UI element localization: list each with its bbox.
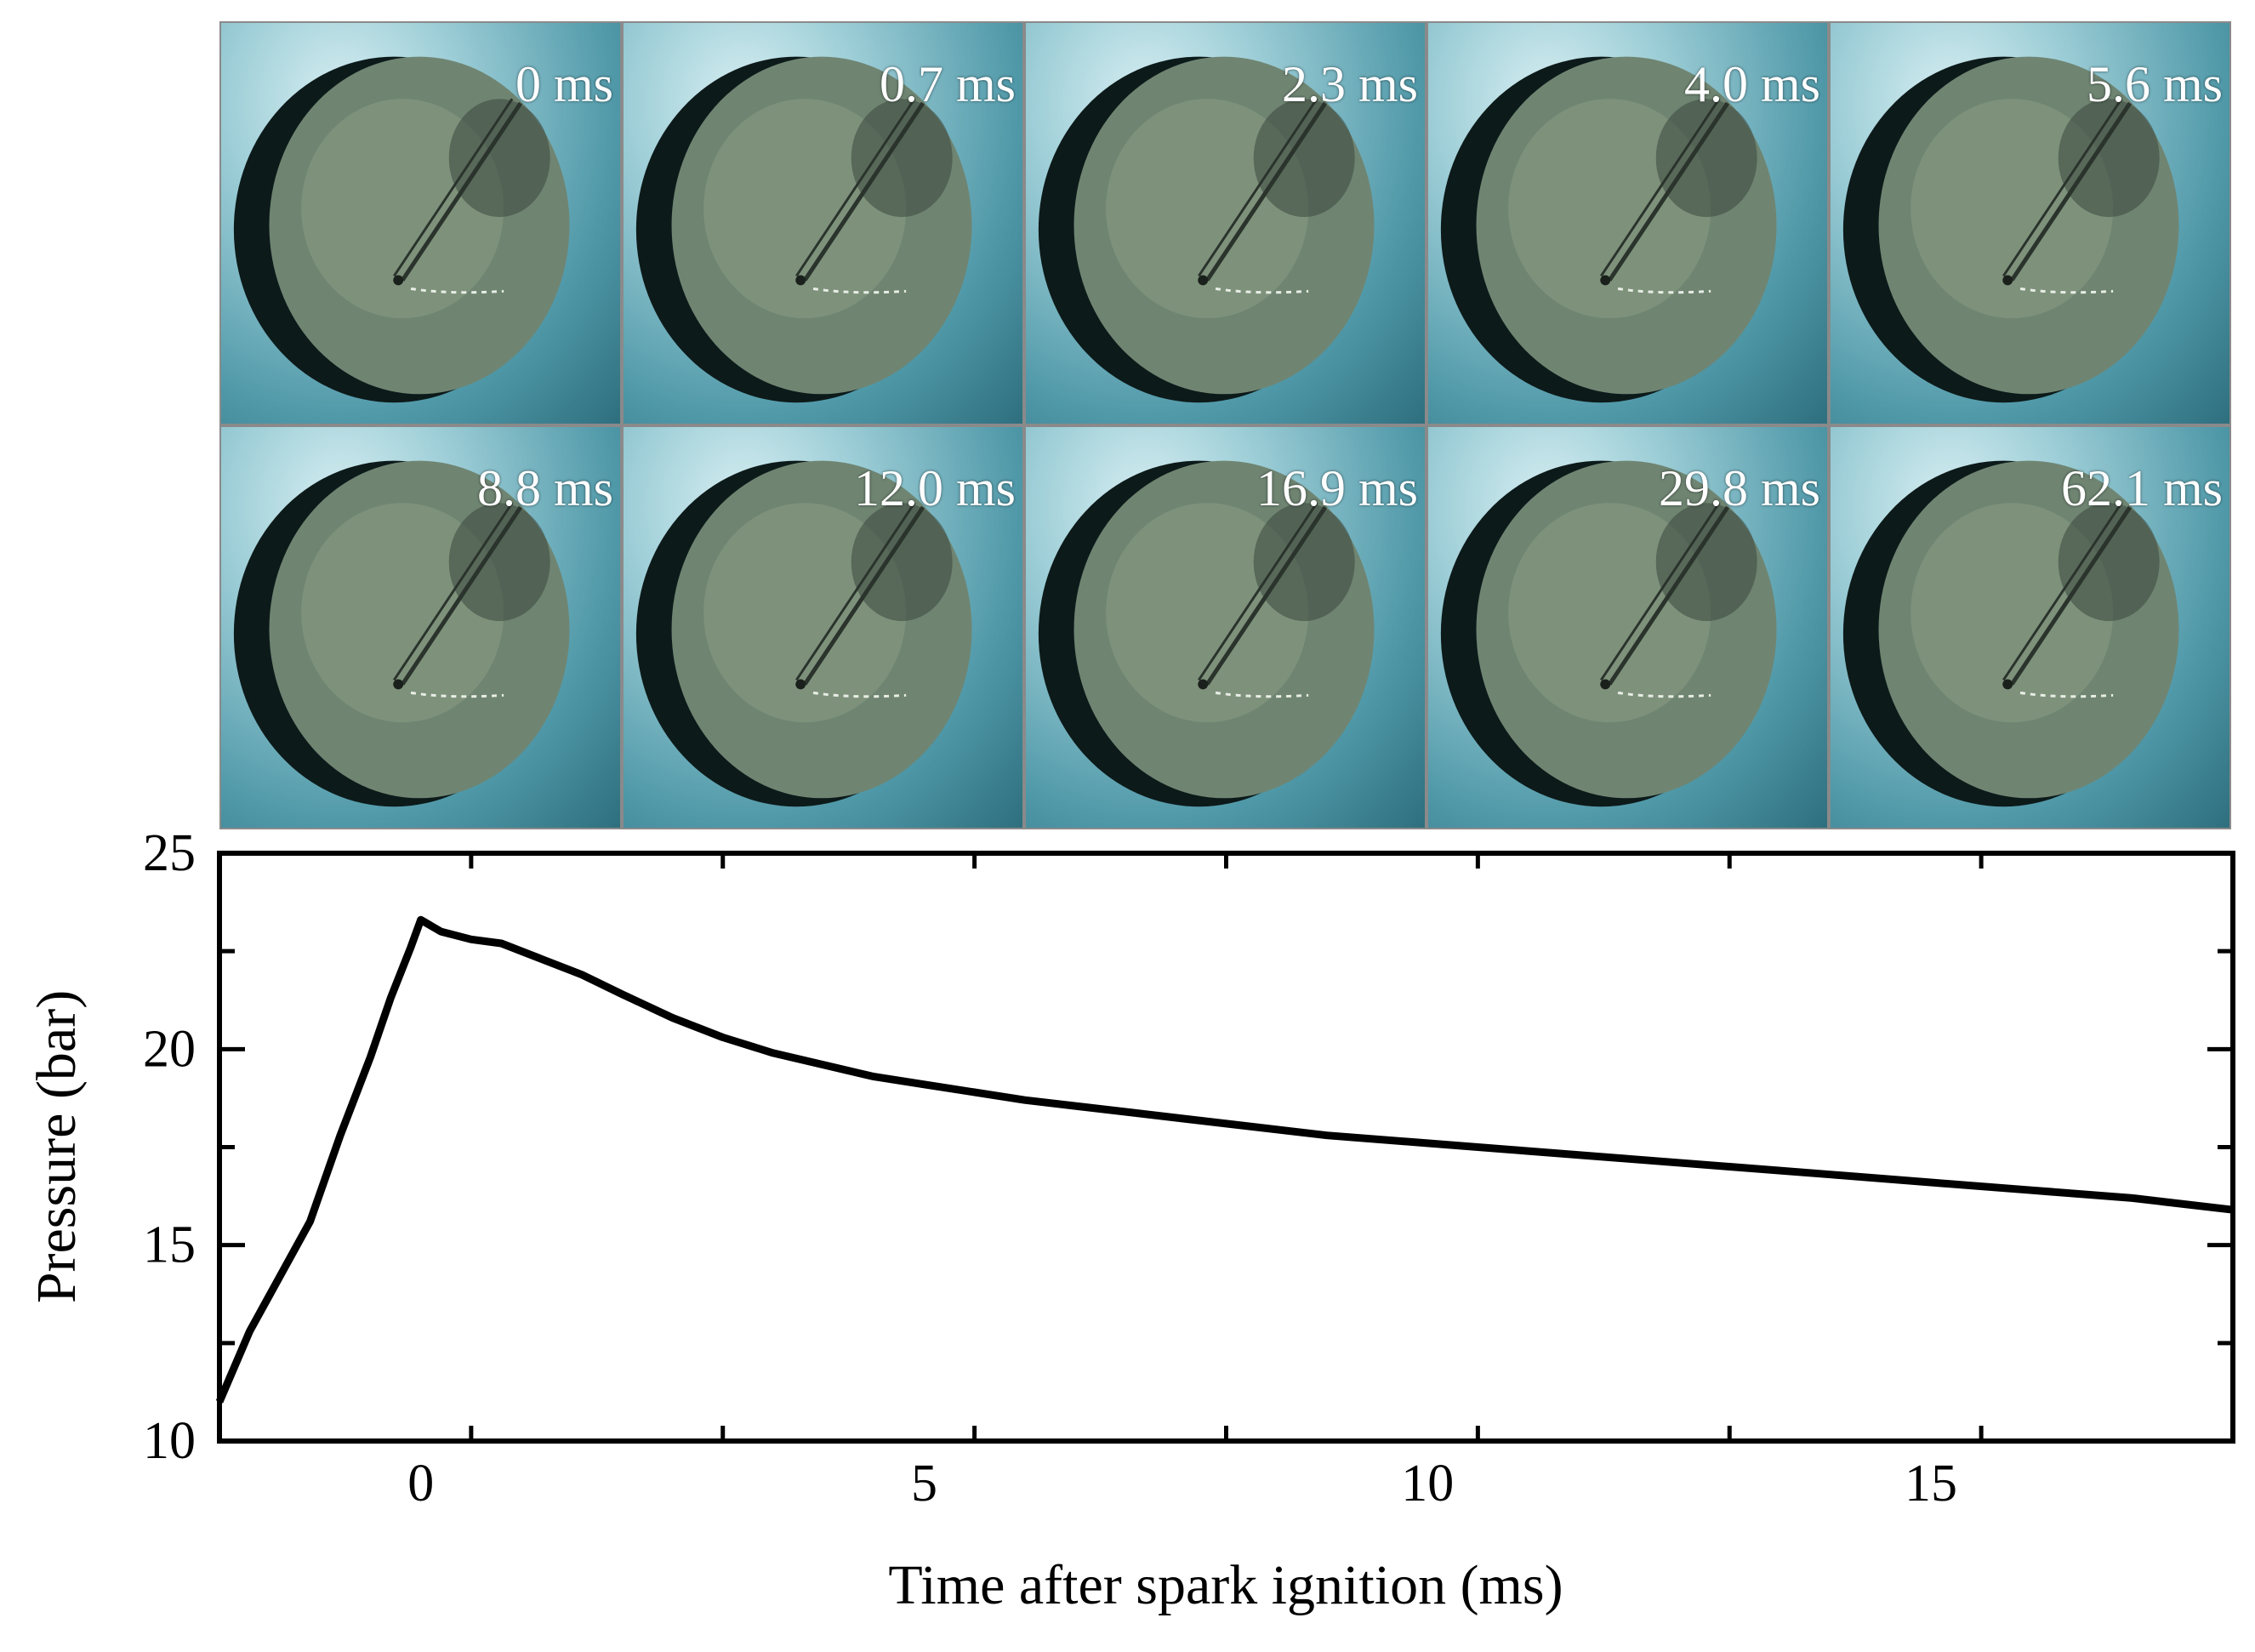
y-tick-label: 20 (143, 1020, 196, 1078)
y-tick-label: 10 (143, 1412, 196, 1470)
frame-9: 29.8 ms (1426, 425, 1829, 829)
frame-time-label: 0 ms (515, 56, 613, 112)
frame-5: 5.6 ms (1829, 21, 2231, 425)
chamber-window-image (233, 56, 570, 403)
frame-time-label: 29.8 ms (1658, 460, 1820, 516)
chamber-window-image (635, 56, 972, 403)
frame-time-label: 4.0 ms (1683, 56, 1820, 112)
frame-time-label: 8.8 ms (476, 460, 613, 516)
frame-2: 0.7 ms (622, 21, 1024, 425)
photo-grid: 0 ms 0.7 ms 2.3 ms 4.0 ms 5.6 ms 8.8 ms 12.0 m… (219, 21, 2232, 829)
frame-7: 12.0 ms (622, 425, 1024, 829)
chamber-window-image (635, 460, 972, 807)
frame-4: 4.0 ms (1426, 21, 1829, 425)
frame-8: 16.9 ms (1024, 425, 1426, 829)
x-tick-label: 15 (1905, 1455, 1957, 1512)
chamber-window-image (233, 460, 570, 807)
frame-6: 8.8 ms (219, 425, 622, 829)
chamber-window-image (1038, 460, 1375, 807)
x-tick-label: 10 (1401, 1455, 1454, 1512)
frame-time-label: 16.9 ms (1256, 460, 1418, 516)
chamber-window-image (1038, 56, 1375, 403)
frame-time-label: 62.1 ms (2060, 460, 2223, 516)
frame-1: 0 ms (219, 21, 622, 425)
axis-ticks (217, 851, 2235, 1444)
tick-labels: 0 5 10 15 10 15 20 25 (143, 824, 1957, 1512)
frame-3: 2.3 ms (1024, 21, 1426, 425)
chamber-window-image (1842, 56, 2179, 403)
chamber-window-image (1842, 460, 2179, 807)
frame-time-label: 12.0 ms (853, 460, 1016, 516)
frame-time-label: 0.7 ms (879, 56, 1016, 112)
chamber-window-image (1440, 56, 1777, 403)
frame-time-label: 5.6 ms (2086, 56, 2223, 112)
x-tick-label: 0 (407, 1455, 434, 1512)
frame-time-label: 2.3 ms (1281, 56, 1418, 112)
x-tick-label: 5 (911, 1455, 937, 1512)
pressure-series-line (215, 915, 2234, 1404)
y-axis-label: Pressure (bar) (26, 990, 88, 1303)
plot-frame (217, 851, 2235, 1444)
frame-10: 62.1 ms (1829, 425, 2231, 829)
x-axis-label: Time after spark ignition (ms) (888, 1554, 1563, 1616)
y-tick-label: 15 (143, 1216, 196, 1274)
y-tick-label: 25 (143, 824, 196, 882)
chamber-window-image (1440, 460, 1777, 807)
